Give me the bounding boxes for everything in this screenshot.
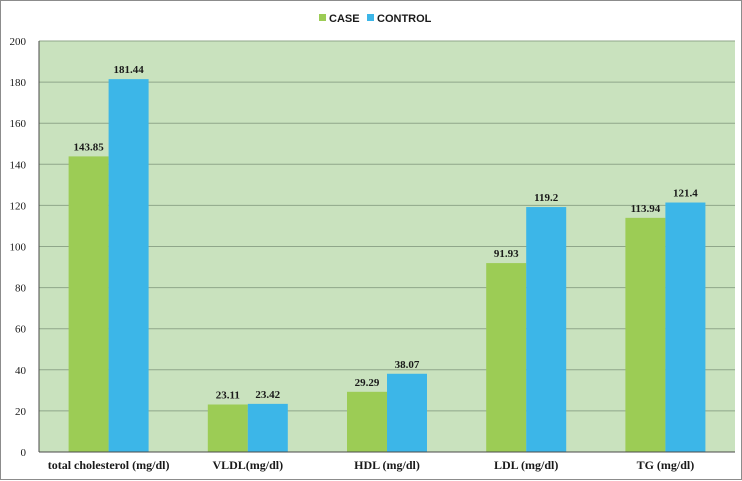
x-axis-labels: total cholesterol (mg/dl) VLDL(mg/dl) HDL … bbox=[48, 458, 695, 472]
data-label: 23.42 bbox=[255, 389, 280, 401]
x-category-label: HDL (mg/dl) bbox=[354, 458, 420, 472]
data-label: 181.44 bbox=[113, 64, 144, 76]
data-label: 23.11 bbox=[216, 390, 240, 402]
bar-case bbox=[207, 404, 248, 452]
x-category-label: LDL (mg/dl) bbox=[494, 458, 558, 472]
data-label: 119.2 bbox=[534, 192, 559, 204]
bar-case bbox=[68, 156, 109, 452]
x-category-label: VLDL(mg/dl) bbox=[212, 458, 283, 472]
y-tick-label: 60 bbox=[15, 324, 27, 336]
data-label: 38.07 bbox=[395, 359, 420, 371]
bar-case bbox=[347, 391, 387, 452]
data-label: 29.29 bbox=[355, 377, 380, 389]
bar-control bbox=[387, 373, 427, 452]
data-label: 91.93 bbox=[494, 248, 519, 260]
y-tick-label: 160 bbox=[10, 118, 27, 130]
legend-swatch-control bbox=[367, 14, 374, 21]
y-tick-label: 40 bbox=[15, 365, 27, 377]
bar-case bbox=[625, 217, 666, 452]
data-labels: 143.85 181.44 23.11 23.42 29.29 38.07 91.93 119… bbox=[73, 64, 698, 401]
y-tick-label: 180 bbox=[10, 77, 27, 89]
legend: CASE CONTROL bbox=[319, 13, 432, 25]
bar-control bbox=[526, 207, 567, 452]
gridlines bbox=[39, 40, 735, 412]
y-tick-label: 140 bbox=[10, 159, 27, 171]
y-tick-label: 0 bbox=[21, 447, 27, 459]
data-label: 113.94 bbox=[631, 203, 661, 215]
y-tick-label: 100 bbox=[10, 242, 27, 254]
x-category-label: total cholesterol (mg/dl) bbox=[48, 458, 170, 472]
legend-label-case: CASE bbox=[329, 13, 360, 25]
y-axis-ticks: 0 20 40 60 80 100 120 140 160 180 200 bbox=[10, 36, 27, 459]
bars bbox=[68, 79, 706, 452]
y-tick-label: 200 bbox=[10, 36, 27, 48]
y-tick-label: 120 bbox=[10, 200, 27, 212]
legend-swatch-case bbox=[319, 14, 326, 21]
data-label: 143.85 bbox=[73, 141, 104, 153]
y-tick-label: 80 bbox=[15, 283, 27, 295]
bar-control bbox=[108, 79, 149, 452]
bar-control bbox=[665, 202, 706, 452]
data-label: 121.4 bbox=[673, 188, 698, 200]
bar-case bbox=[486, 263, 527, 452]
x-category-label: TG (mg/dl) bbox=[637, 458, 695, 472]
bar-control bbox=[247, 403, 288, 452]
legend-label-control: CONTROL bbox=[377, 13, 432, 25]
y-tick-label: 20 bbox=[15, 406, 27, 418]
